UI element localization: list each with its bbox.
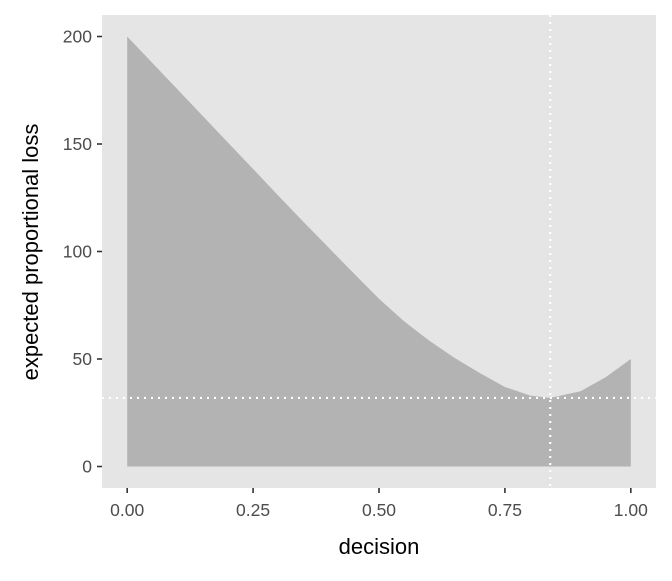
y-tick-label: 100 (63, 242, 92, 262)
loss-area (127, 36, 631, 467)
x-tick-label: 1.00 (614, 500, 648, 520)
y-tick-label: 200 (63, 27, 92, 47)
y-axis-title: expected proportional loss (18, 124, 43, 381)
x-axis: 0.00 0.25 0.50 0.75 1.00 (110, 488, 648, 520)
x-axis-title: decision (339, 534, 420, 559)
x-tick-label: 0.50 (362, 500, 396, 520)
y-tick-label: 0 (82, 457, 92, 477)
x-tick-label: 0.75 (488, 500, 522, 520)
y-tick-label: 150 (63, 134, 92, 154)
x-tick-label: 0.25 (236, 500, 270, 520)
x-tick-label: 0.00 (110, 500, 144, 520)
y-axis: 0 50 100 150 200 (63, 27, 102, 477)
y-tick-label: 50 (73, 349, 93, 369)
